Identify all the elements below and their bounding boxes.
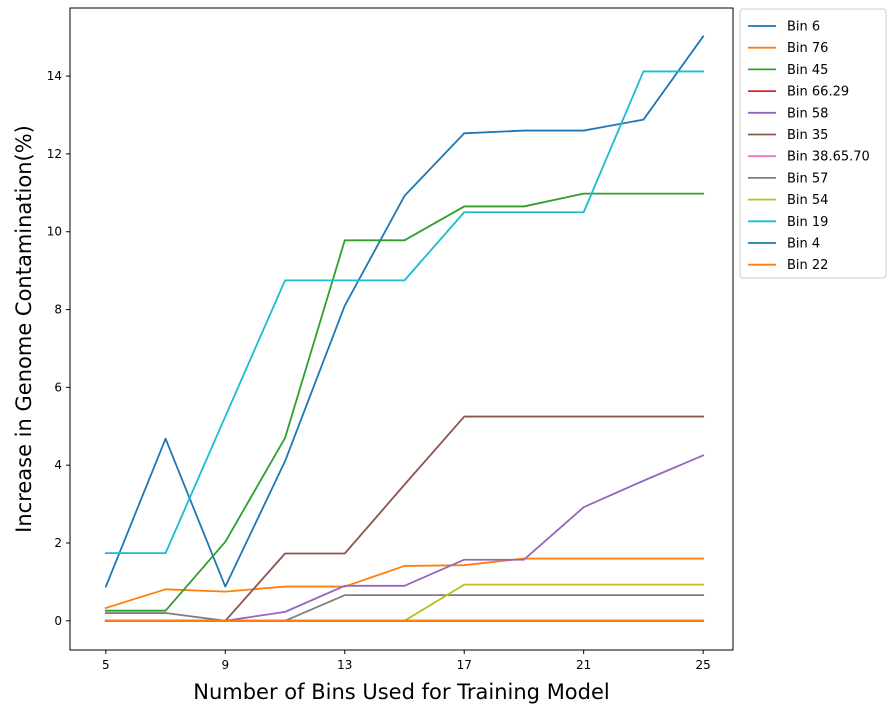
legend-label: Bin 38.65.70 — [787, 150, 870, 165]
x-axis: 5 9 13 17 21 25 — [102, 650, 711, 672]
legend-label: Bin 35 — [787, 128, 828, 143]
y-axis-title: Increase in Genome Contamination(%) — [12, 125, 36, 533]
y-tick-label: 8 — [54, 303, 62, 317]
x-tick-label: 17 — [457, 658, 472, 672]
x-tick-label: 13 — [337, 658, 352, 672]
x-axis-title: Number of Bins Used for Training Model — [193, 680, 610, 704]
y-tick-label: 0 — [54, 614, 62, 628]
plot-frame — [69, 7, 734, 651]
series-layer — [104, 35, 705, 622]
legend-label: Bin 54 — [787, 193, 828, 208]
y-tick-label: 6 — [54, 380, 62, 394]
legend: Bin 6 Bin 76 Bin 45 Bin 66.29 Bin 58 Bin 35 Bi… — [739, 8, 887, 279]
series-line-bin-6 — [104, 35, 705, 588]
y-axis: 0 2 4 6 8 10 12 14 — [47, 69, 70, 628]
legend-label: Bin 19 — [787, 215, 828, 230]
legend-label: Bin 22 — [787, 258, 828, 273]
x-tick-label: 9 — [221, 658, 229, 672]
legend-label: Bin 4 — [787, 237, 820, 252]
legend-label: Bin 58 — [787, 106, 828, 121]
legend-box — [739, 8, 887, 279]
x-tick-label: 5 — [102, 658, 110, 672]
legend-label: Bin 66.29 — [787, 85, 849, 100]
legend-label: Bin 57 — [787, 171, 828, 186]
y-tick-label: 12 — [47, 147, 62, 161]
x-tick-label: 21 — [576, 658, 591, 672]
y-tick-label: 14 — [47, 69, 62, 83]
y-tick-label: 10 — [47, 225, 62, 239]
x-tick-label: 25 — [695, 658, 710, 672]
legend-label: Bin 76 — [787, 41, 828, 56]
series-line-bin-57 — [104, 594, 705, 622]
y-tick-label: 4 — [54, 458, 62, 472]
series-line-bin-76 — [104, 557, 705, 610]
y-tick-label: 2 — [54, 536, 62, 550]
series-line-bin-19 — [104, 70, 705, 555]
series-line-bin-45 — [104, 192, 705, 612]
legend-label: Bin 45 — [787, 63, 828, 78]
legend-label: Bin 6 — [787, 20, 820, 35]
